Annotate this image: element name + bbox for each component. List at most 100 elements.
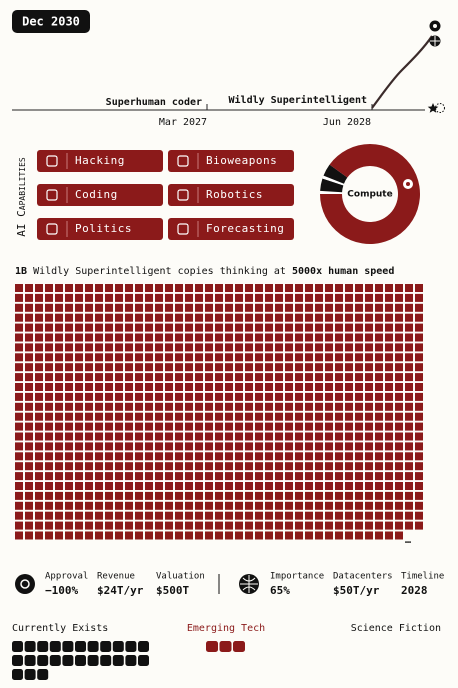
- copy-square: [285, 531, 293, 540]
- copy-square: [295, 373, 303, 382]
- capability-icon: [177, 189, 189, 201]
- copy-square: [395, 392, 403, 401]
- tech-square: [24, 669, 36, 680]
- copy-square: [35, 333, 43, 342]
- tech-square: [62, 641, 74, 652]
- copy-square: [315, 531, 323, 540]
- copy-square: [245, 392, 253, 401]
- copy-square: [105, 392, 113, 401]
- copy-square: [35, 323, 43, 332]
- copy-square: [335, 313, 343, 322]
- copy-square: [395, 521, 403, 530]
- copy-square: [385, 521, 393, 530]
- copy-square: [355, 343, 363, 352]
- copy-square: [255, 442, 263, 451]
- copy-square: [105, 511, 113, 520]
- copy-square: [195, 531, 203, 540]
- copy-square: [145, 383, 153, 391]
- copy-square: [105, 402, 113, 411]
- copy-square: [395, 491, 403, 500]
- copy-square: [345, 353, 353, 362]
- tech-square: [75, 641, 86, 652]
- copy-square: [235, 392, 243, 401]
- copy-square: [75, 511, 83, 520]
- copy-square: [275, 313, 283, 322]
- copy-square: [175, 531, 183, 540]
- copy-square: [365, 303, 373, 312]
- copy-square: [15, 392, 23, 401]
- copy-square: [85, 482, 93, 490]
- copy-square: [375, 422, 383, 431]
- copy-square: [195, 482, 203, 490]
- copy-square: [35, 412, 43, 421]
- copy-square: [415, 343, 423, 352]
- copy-square: [175, 462, 183, 471]
- copy-square: [115, 511, 123, 520]
- copy-square: [305, 353, 313, 362]
- copy-square: [45, 343, 53, 352]
- copy-square: [265, 313, 273, 322]
- copy-square: [85, 521, 93, 530]
- copy-square: [175, 521, 183, 530]
- copy-square: [105, 442, 113, 451]
- copy-square: [275, 353, 283, 362]
- copy-square: [265, 501, 273, 510]
- copy-square: [275, 462, 283, 471]
- copy-square: [305, 412, 313, 421]
- copy-square: [295, 284, 303, 292]
- copy-square: [415, 284, 423, 292]
- copy-square: [305, 313, 313, 322]
- copy-square: [25, 373, 33, 382]
- copy-square: [55, 392, 63, 401]
- copy-square: [25, 511, 33, 520]
- copy-square: [75, 383, 83, 391]
- copy-square: [145, 303, 153, 312]
- copy-square: [185, 392, 193, 401]
- copy-square: [105, 482, 113, 490]
- copy-square: [195, 293, 203, 302]
- copy-square: [375, 313, 383, 322]
- copy-square: [235, 442, 243, 451]
- copy-square: [195, 491, 203, 500]
- copy-square: [45, 432, 53, 441]
- stat-value: 2028: [401, 584, 428, 597]
- copy-square: [75, 521, 83, 530]
- copy-square: [365, 501, 373, 510]
- copy-square: [355, 383, 363, 391]
- copy-square: [75, 293, 83, 302]
- copy-square: [105, 452, 113, 461]
- copy-square: [195, 432, 203, 441]
- copy-square: [95, 432, 103, 441]
- copy-square: [345, 472, 353, 481]
- copy-square: [365, 363, 373, 372]
- copy-square: [205, 284, 213, 292]
- copy-square: [295, 323, 303, 332]
- copy-square: [245, 383, 253, 391]
- capabilities-title: AI Capabilities: [15, 157, 28, 237]
- copy-square: [245, 462, 253, 471]
- copy-square: [105, 313, 113, 322]
- copy-square: [335, 303, 343, 312]
- copy-square: [35, 432, 43, 441]
- copy-square: [375, 363, 383, 372]
- copy-square: [145, 511, 153, 520]
- capability-button: [168, 184, 294, 206]
- stat-value: −100%: [45, 584, 78, 597]
- copy-square: [95, 293, 103, 302]
- copy-square: [105, 383, 113, 391]
- copy-square: [415, 412, 423, 421]
- tech-level: Emerging Tech: [187, 623, 265, 634]
- copy-square: [185, 303, 193, 312]
- copy-square: [205, 511, 213, 520]
- copy-square: [85, 452, 93, 461]
- copy-square: [205, 491, 213, 500]
- copy-square: [55, 521, 63, 530]
- copy-square: [185, 491, 193, 500]
- copy-square: [305, 491, 313, 500]
- copy-square: [95, 452, 103, 461]
- copy-square: [325, 323, 333, 332]
- copy-square: [165, 323, 173, 332]
- copy-square: [325, 491, 333, 500]
- copy-square: [265, 284, 273, 292]
- copy-square: [175, 333, 183, 342]
